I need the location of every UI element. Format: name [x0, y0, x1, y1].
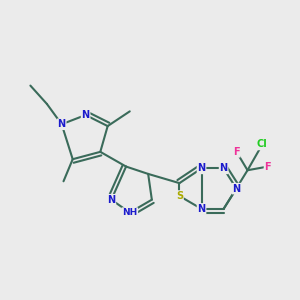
Text: S: S — [176, 191, 183, 201]
Text: N: N — [107, 195, 116, 205]
Text: N: N — [197, 204, 206, 214]
Text: N: N — [232, 184, 241, 194]
Text: N: N — [82, 110, 90, 120]
Text: NH: NH — [122, 208, 137, 217]
Text: N: N — [58, 119, 66, 129]
Text: F: F — [233, 147, 240, 157]
Text: F: F — [265, 162, 271, 172]
Text: Cl: Cl — [257, 140, 268, 149]
Text: N: N — [220, 164, 228, 173]
Text: N: N — [197, 164, 206, 173]
